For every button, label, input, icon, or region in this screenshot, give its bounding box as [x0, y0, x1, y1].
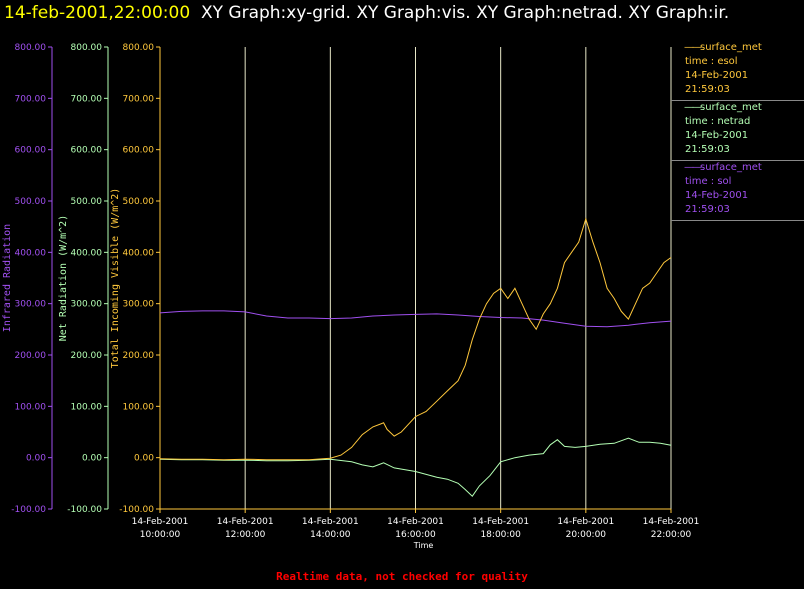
y-axis-title: Infrared Radiation: [2, 224, 13, 332]
x-tick-date: 14-Feb-2001: [472, 517, 529, 527]
y-axis-title: Net Radiation (W/m^2): [58, 215, 69, 341]
legend-series-name: surface_met: [685, 161, 804, 175]
legend-time-label: time : sol: [685, 176, 732, 187]
y-tick-label: 500.00: [71, 197, 103, 207]
y-tick-label: 800.00: [15, 43, 47, 53]
y-tick-label: 100.00: [71, 402, 103, 412]
x-axis-title: Time: [413, 541, 434, 550]
legend-date: 14-Feb-2001: [685, 190, 749, 201]
y-tick-label: 0.00: [134, 454, 154, 464]
legend-time: 21:59:03: [685, 84, 730, 95]
y-tick-label: 800.00: [123, 43, 155, 53]
y-tick-label: 200.00: [15, 351, 47, 361]
y-tick-label: 800.00: [71, 43, 103, 53]
y-tick-label: 700.00: [71, 94, 103, 104]
y-axis-title: Total Incoming Visible (W/m^2): [110, 188, 121, 369]
legend-series-name: surface_met: [685, 101, 804, 115]
x-tick-date: 14-Feb-2001: [387, 517, 444, 527]
x-tick-time: 20:00:00: [566, 530, 607, 540]
x-tick-time: 10:00:00: [140, 530, 181, 540]
quality-warning: Realtime data, not checked for quality: [276, 570, 528, 583]
y-tick-label: 0.00: [26, 454, 46, 464]
y-tick-label: 700.00: [15, 94, 47, 104]
legend-series-name: surface_met: [685, 41, 804, 55]
x-tick-time: 22:00:00: [651, 530, 692, 540]
y-tick-label: 400.00: [15, 248, 47, 258]
y-tick-label: 300.00: [123, 300, 155, 310]
y-tick-label: 400.00: [71, 248, 103, 258]
y-tick-label: -100.00: [119, 505, 154, 515]
series-line: [159, 437, 672, 497]
x-tick-date: 14-Feb-2001: [302, 517, 359, 527]
legend-time-label: time : netrad: [685, 116, 751, 127]
y-tick-label: 200.00: [123, 351, 155, 361]
y-tick-label: 300.00: [71, 300, 103, 310]
y-tick-label: 100.00: [15, 402, 47, 412]
x-tick-time: 12:00:00: [225, 530, 266, 540]
y-tick-label: -100.00: [67, 505, 102, 515]
legend-time: 21:59:03: [685, 144, 730, 155]
title-timestamp: 14-feb-2001,22:00:00: [4, 3, 191, 23]
legend-time-label: time : esol: [685, 56, 738, 67]
x-tick-time: 16:00:00: [395, 530, 436, 540]
x-tick-time: 14:00:00: [310, 530, 351, 540]
series-line: [159, 217, 672, 461]
x-tick-time: 18:00:00: [480, 530, 521, 540]
x-tick-date: 14-Feb-2001: [557, 517, 614, 527]
y-tick-label: 200.00: [71, 351, 103, 361]
y-tick-label: 500.00: [123, 197, 155, 207]
x-tick-date: 14-Feb-2001: [132, 517, 189, 527]
y-tick-label: 700.00: [123, 94, 155, 104]
y-tick-label: 0.00: [82, 454, 102, 464]
y-tick-label: 500.00: [15, 197, 47, 207]
y-tick-label: 600.00: [123, 146, 155, 156]
series-line: [159, 310, 672, 328]
y-tick-label: -100.00: [11, 505, 46, 515]
x-tick-date: 14-Feb-2001: [217, 517, 274, 527]
title-graph-list: XY Graph:xy-grid. XY Graph:vis. XY Graph…: [200, 3, 730, 23]
y-tick-label: 300.00: [15, 300, 47, 310]
y-tick-label: 400.00: [123, 248, 155, 258]
x-tick-date: 14-Feb-2001: [643, 517, 700, 527]
y-tick-label: 600.00: [15, 146, 47, 156]
legend-date: 14-Feb-2001: [685, 70, 749, 81]
y-tick-label: 600.00: [71, 146, 103, 156]
legend-date: 14-Feb-2001: [685, 130, 749, 141]
y-tick-label: 100.00: [123, 402, 155, 412]
legend-time: 21:59:03: [685, 204, 730, 215]
graph-title: 14-feb-2001,22:00:00 XY Graph:xy-grid. X…: [4, 3, 729, 23]
